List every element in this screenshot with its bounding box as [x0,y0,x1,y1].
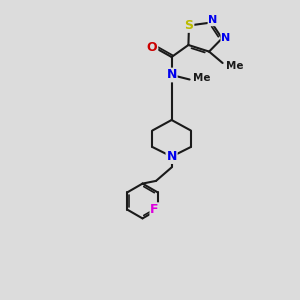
Text: N: N [167,68,177,82]
Text: N: N [208,15,217,26]
Text: N: N [221,33,230,43]
Text: Me: Me [193,73,211,83]
Text: N: N [167,150,177,163]
Text: F: F [150,203,159,216]
Text: Me: Me [226,61,243,71]
Text: O: O [147,41,158,54]
Text: S: S [184,19,194,32]
